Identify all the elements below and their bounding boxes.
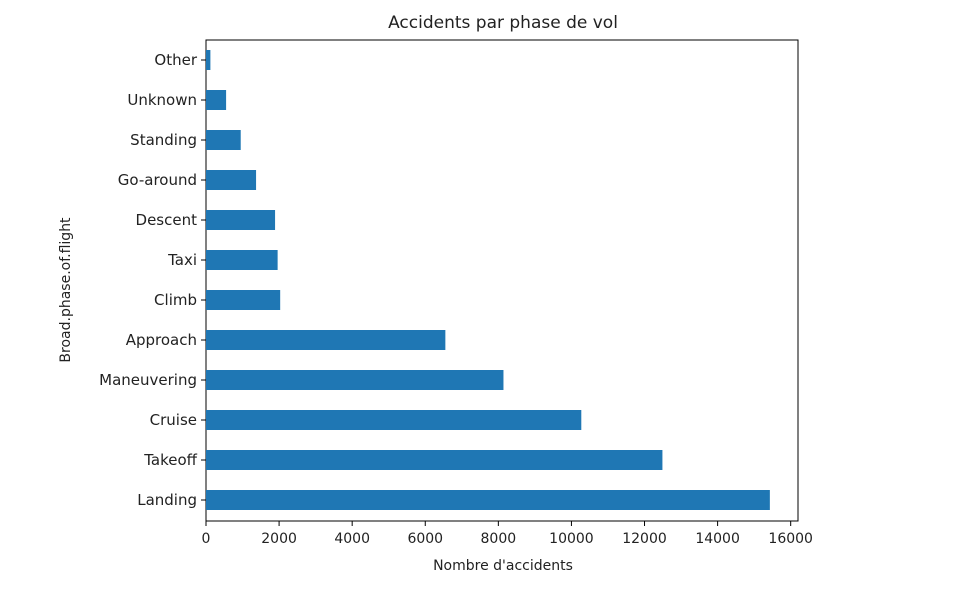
chart-title: Accidents par phase de vol	[388, 13, 618, 33]
bar-taxi	[206, 250, 278, 270]
bar-landing	[206, 490, 770, 510]
x-tick-label-6000: 6000	[407, 531, 443, 547]
bar-takeoff	[206, 450, 663, 470]
y-tick-label-approach: Approach	[126, 331, 197, 349]
y-tick-label-taxi: Taxi	[167, 251, 197, 269]
x-tick-label-16000: 16000	[768, 531, 813, 547]
y-tick-label-cruise: Cruise	[150, 411, 197, 429]
y-tick-label-takeoff: Takeoff	[143, 451, 197, 469]
y-tick-label-standing: Standing	[130, 131, 197, 149]
bar-approach	[206, 330, 446, 350]
bar-standing	[206, 130, 241, 150]
y-tick-label-climb: Climb	[154, 291, 197, 309]
x-tick-label-12000: 12000	[622, 531, 667, 547]
plot-area-frame	[205, 39, 799, 522]
bar-go-around	[206, 170, 257, 190]
y-tick-label-go-around: Go-around	[118, 171, 197, 189]
bar-maneuvering	[206, 370, 504, 390]
y-tick-label-descent: Descent	[136, 211, 198, 229]
x-tick-label-0: 0	[202, 531, 211, 547]
x-axis-ticks: 0 2000 4000 6000 8000 10000 12000 14000 16000	[202, 521, 813, 547]
y-axis-label: Broad.phase.of.flight	[58, 217, 74, 363]
bar-other	[206, 50, 211, 70]
y-tick-label-unknown: Unknown	[127, 91, 197, 109]
x-axis-label: Nombre d'accidents	[433, 558, 573, 574]
bar-descent	[206, 210, 276, 230]
y-axis-ticks: Landing Takeoff Cruise Maneuvering Approach C…	[99, 51, 206, 509]
y-tick-label-landing: Landing	[137, 491, 197, 509]
bars-group	[206, 50, 770, 510]
x-tick-label-8000: 8000	[481, 531, 517, 547]
x-tick-label-10000: 10000	[549, 531, 594, 547]
bar-cruise	[206, 410, 582, 430]
y-tick-label-maneuvering: Maneuvering	[99, 371, 197, 389]
x-tick-label-2000: 2000	[261, 531, 297, 547]
y-tick-label-other: Other	[154, 51, 197, 69]
x-tick-label-14000: 14000	[695, 531, 740, 547]
bar-climb	[206, 290, 281, 310]
x-tick-label-4000: 4000	[334, 531, 370, 547]
bar-unknown	[206, 90, 227, 110]
